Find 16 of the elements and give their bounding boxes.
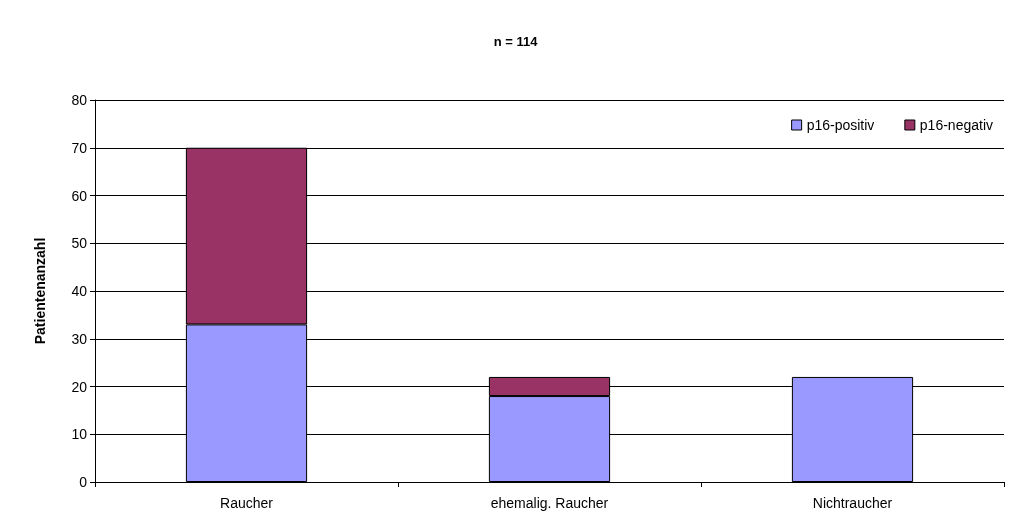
y-tick-label: 70: [71, 139, 88, 156]
y-tick-label: 0: [79, 474, 88, 490]
y-tick-label: 80: [71, 92, 88, 108]
x-tick-label: Nichtraucher: [812, 495, 893, 511]
x-tick-label: ehemalig. Raucher: [490, 495, 609, 511]
y-tick-label: 10: [71, 426, 88, 443]
y-axis-title: Patientenanzahl: [32, 237, 48, 345]
legend-label: p16-positiv: [806, 117, 875, 133]
y-tick-label: 30: [71, 330, 88, 347]
chart-title: n = 114: [493, 34, 539, 49]
y-tick-label: 20: [71, 378, 88, 395]
x-tick-label: Raucher: [220, 495, 274, 511]
y-tick-label: 40: [71, 283, 88, 299]
y-tick-label: 50: [71, 235, 88, 252]
y-tick-label: 60: [71, 187, 88, 204]
legend-label: p16-negativ: [919, 117, 994, 133]
